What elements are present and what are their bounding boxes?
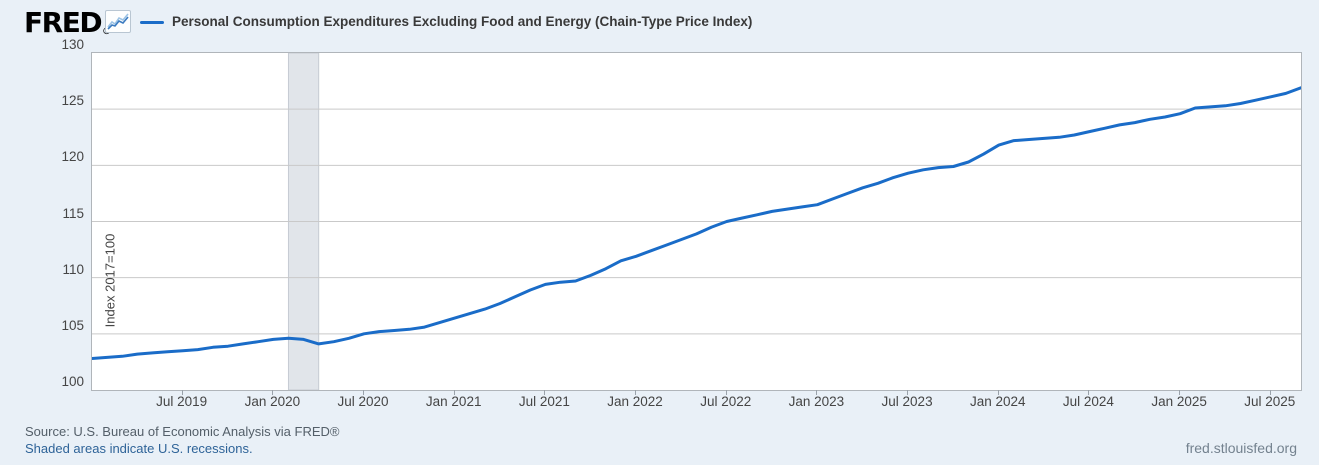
x-tick-mark bbox=[1269, 390, 1271, 395]
x-tick-label: Jul 2024 bbox=[1062, 394, 1114, 409]
recession-note-link[interactable]: Shaded areas indicate U.S. recessions. bbox=[25, 441, 253, 456]
x-tick-label: Jul 2019 bbox=[156, 394, 208, 409]
x-tick-mark bbox=[1179, 390, 1181, 395]
x-tick-mark bbox=[363, 390, 365, 395]
y-tick-label: 120 bbox=[61, 149, 84, 165]
x-tick-mark bbox=[907, 390, 909, 395]
site-watermark: fred.stlouisfed.org bbox=[1185, 440, 1297, 456]
fred-chart-icon bbox=[105, 10, 131, 33]
x-tick-label: Jul 2022 bbox=[700, 394, 752, 409]
x-tick-label: Jul 2020 bbox=[337, 394, 389, 409]
x-tick-mark bbox=[997, 390, 999, 395]
x-tick-label: Jul 2023 bbox=[881, 394, 933, 409]
x-tick-label: Jan 2020 bbox=[244, 394, 301, 409]
x-tick-label: Jan 2024 bbox=[969, 394, 1026, 409]
y-tick-label: 110 bbox=[62, 261, 84, 277]
x-tick-label: Jan 2025 bbox=[1151, 394, 1207, 409]
x-tick-label: Jan 2022 bbox=[607, 394, 663, 409]
chart-canvas bbox=[92, 53, 1301, 390]
x-tick-label: Jul 2021 bbox=[518, 394, 570, 409]
x-tick-label: Jan 2023 bbox=[788, 394, 845, 409]
fred-logo-text: FRED bbox=[24, 6, 103, 39]
x-tick-mark bbox=[816, 390, 818, 395]
x-tick-mark bbox=[1088, 390, 1090, 395]
chart-plot-area: Index 2017=100 bbox=[91, 52, 1302, 391]
y-tick-label: 125 bbox=[61, 93, 84, 109]
x-tick-mark bbox=[725, 390, 727, 395]
y-tick-label: 115 bbox=[62, 205, 84, 221]
source-note: Source: U.S. Bureau of Economic Analysis… bbox=[25, 424, 340, 439]
chart-header: FRED® Personal Consumption Expenditures … bbox=[0, 0, 1319, 44]
y-tick-label: 130 bbox=[61, 37, 84, 52]
x-tick-mark bbox=[181, 390, 183, 395]
legend-series-label: Personal Consumption Expenditures Exclud… bbox=[172, 14, 753, 29]
legend-line-swatch bbox=[140, 21, 164, 24]
y-tick-label: 100 bbox=[61, 374, 84, 389]
y-axis-title: Index 2017=100 bbox=[102, 233, 118, 328]
x-tick-mark bbox=[272, 390, 274, 395]
fred-logo: FRED® bbox=[24, 6, 111, 39]
x-tick-mark bbox=[544, 390, 546, 395]
pce-line-series bbox=[92, 86, 1301, 360]
x-tick-mark bbox=[453, 390, 455, 395]
y-tick-label: 105 bbox=[61, 317, 84, 333]
x-tick-label: Jul 2025 bbox=[1244, 394, 1296, 409]
x-tick-label: Jan 2021 bbox=[425, 394, 482, 409]
x-tick-mark bbox=[635, 390, 637, 395]
